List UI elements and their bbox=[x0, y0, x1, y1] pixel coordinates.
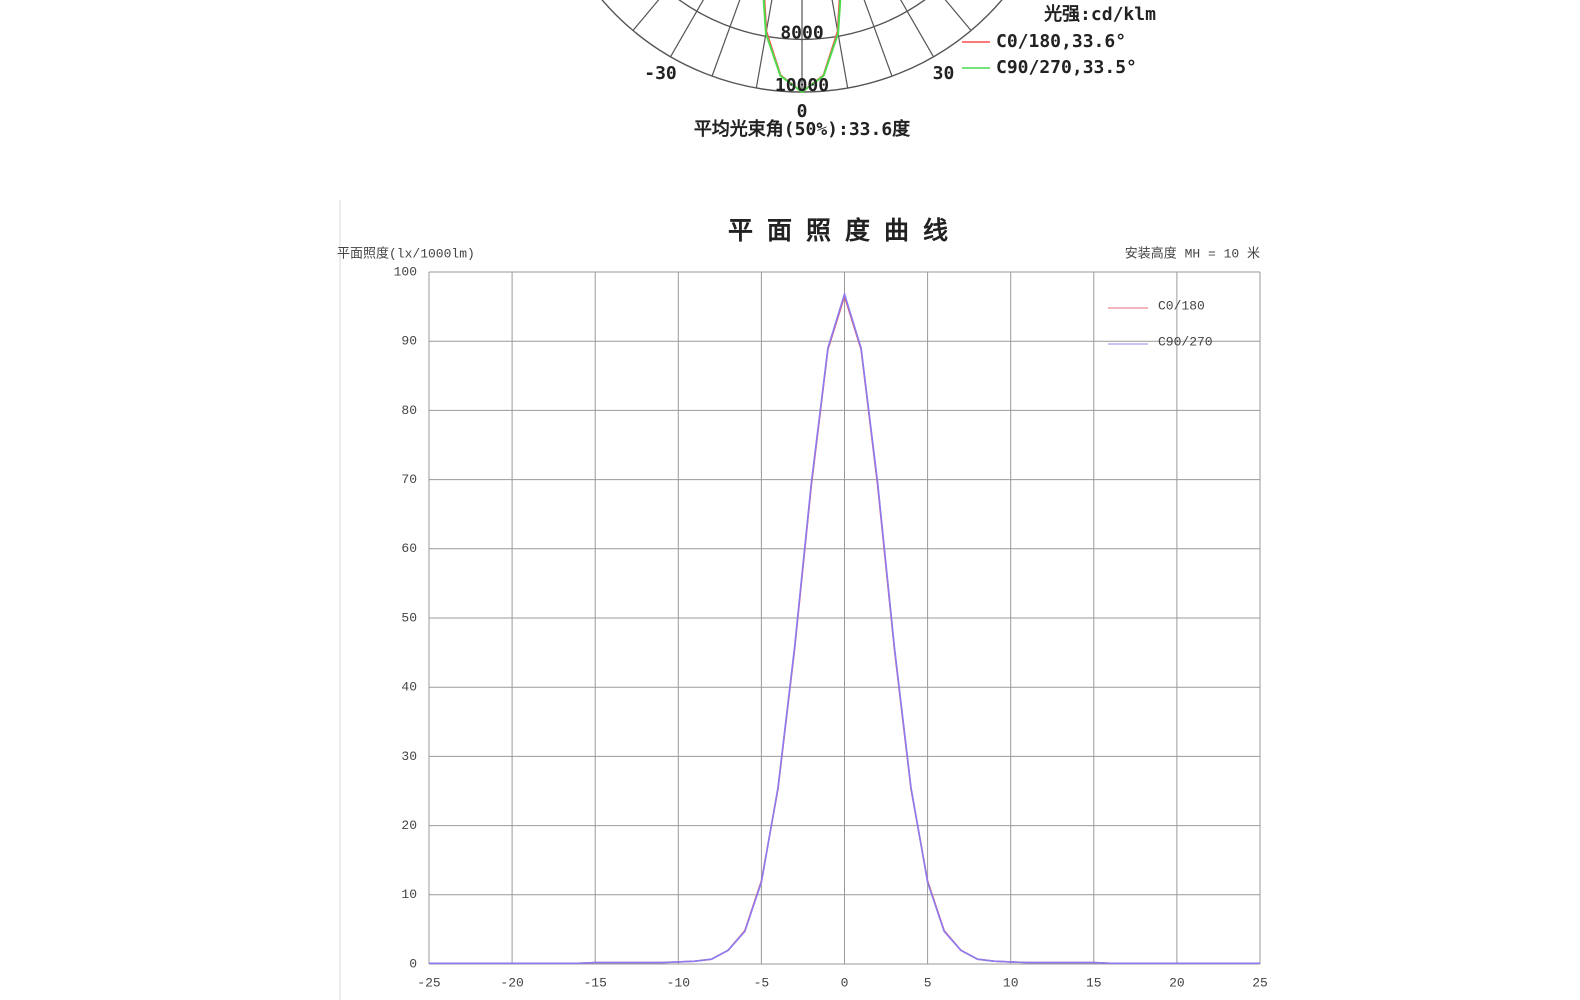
x-tick-label: 0 bbox=[841, 975, 849, 990]
y-tick-label: 50 bbox=[401, 610, 417, 625]
line-series bbox=[429, 291, 1260, 965]
polar-spoke bbox=[863, 0, 893, 77]
chart-title: 平面照度曲线 bbox=[728, 216, 962, 245]
theta-tick-label: -30 bbox=[644, 63, 677, 84]
x-tick-label: 20 bbox=[1169, 975, 1185, 990]
polar-spoke bbox=[900, 0, 935, 58]
x-tick-label: 25 bbox=[1252, 975, 1268, 990]
polar-caption: 平均光束角(50%):33.6度 bbox=[694, 118, 911, 140]
x-tick-label: -15 bbox=[583, 975, 606, 990]
polar-unit-label: 光强:cd/klm bbox=[1043, 3, 1156, 25]
x-tick-label: -10 bbox=[667, 975, 690, 990]
chart-note: 安装高度 MH = 10 米 bbox=[1125, 245, 1260, 261]
r-tick-label: 8000 bbox=[780, 22, 823, 43]
polar-spoke bbox=[632, 0, 660, 31]
y-tick-label: 90 bbox=[401, 334, 417, 349]
polar-spoke bbox=[711, 0, 741, 77]
y-tick-label: 0 bbox=[409, 956, 417, 971]
y-tick-label: 100 bbox=[394, 264, 417, 279]
polar-spoke bbox=[944, 0, 972, 31]
y-tick-label: 10 bbox=[401, 887, 417, 902]
y-tick-label: 80 bbox=[401, 403, 417, 418]
y-tick-label: 40 bbox=[401, 680, 417, 695]
polar-spoke bbox=[831, 0, 849, 89]
legend-label: C90/270,33.5° bbox=[996, 57, 1137, 78]
x-tick-label: -25 bbox=[417, 975, 440, 990]
x-tick-label: -5 bbox=[754, 975, 770, 990]
y-tick-label: 70 bbox=[401, 472, 417, 487]
x-tick-label: -20 bbox=[500, 975, 523, 990]
x-tick-label: 15 bbox=[1086, 975, 1102, 990]
theta-tick-label: 30 bbox=[933, 63, 955, 84]
polar-spoke bbox=[669, 0, 704, 58]
x-tick-label: 5 bbox=[924, 975, 932, 990]
r-tick-label: 10000 bbox=[775, 75, 829, 96]
polar-ring bbox=[678, 0, 926, 41]
legend-label: C0/180,33.6° bbox=[996, 31, 1126, 52]
theta-tick-label: 0 bbox=[797, 101, 808, 122]
polar-spoke bbox=[755, 0, 773, 89]
legend-label: C90/270 bbox=[1158, 334, 1213, 349]
legend-label: C0/180 bbox=[1158, 298, 1205, 313]
polar-curve bbox=[762, 0, 842, 94]
y-tick-label: 30 bbox=[401, 749, 417, 764]
y-tick-label: 60 bbox=[401, 541, 417, 556]
y-tick-label: 20 bbox=[401, 818, 417, 833]
x-tick-label: 10 bbox=[1003, 975, 1019, 990]
y-axis-label: 平面照度(lx/1000lm) bbox=[337, 245, 475, 261]
